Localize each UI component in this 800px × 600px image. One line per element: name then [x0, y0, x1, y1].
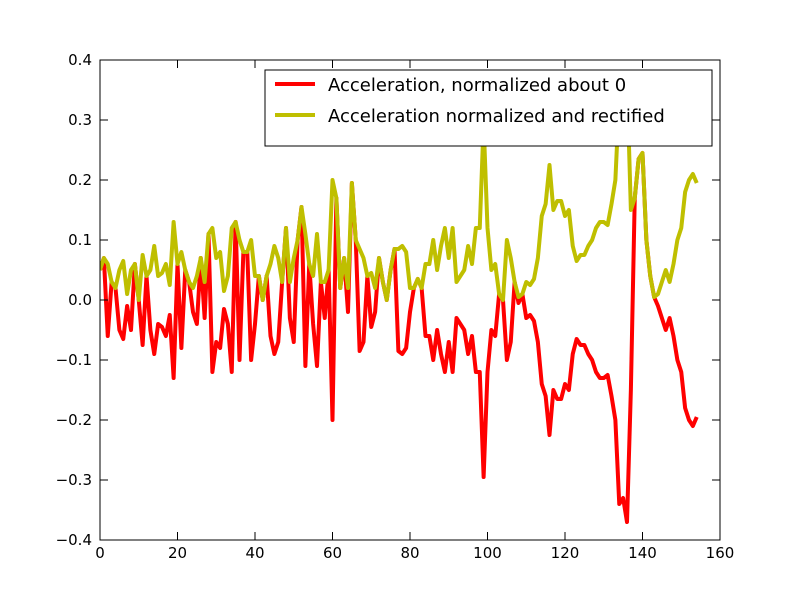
y-tick-label: 0.1 — [68, 231, 92, 249]
legend-label: Acceleration, normalized about 0 — [328, 75, 626, 96]
x-tick-label: 0 — [95, 544, 105, 562]
legend: Acceleration, normalized about 0 Accelera… — [264, 69, 713, 147]
x-tick-label: 40 — [245, 544, 264, 562]
x-tick-label: 120 — [551, 544, 580, 562]
x-tick-label: 20 — [168, 544, 187, 562]
y-tick-label: 0.3 — [68, 111, 92, 129]
y-tick-label: 0.2 — [68, 171, 92, 189]
x-tick-label: 80 — [400, 544, 419, 562]
x-tick-label: 60 — [323, 544, 342, 562]
legend-box — [264, 69, 713, 147]
y-tick-label: 0.0 — [68, 291, 92, 309]
x-tick-label: 140 — [628, 544, 657, 562]
legend-label: Acceleration normalized and rectified — [328, 106, 665, 127]
y-tick-label: −0.2 — [56, 411, 92, 429]
y-tick-label: −0.4 — [56, 531, 92, 549]
y-tick-label: −0.3 — [56, 471, 92, 489]
data-line — [100, 76, 699, 302]
data-line — [100, 151, 699, 524]
x-tick-label: 160 — [706, 544, 735, 562]
plot-area — [100, 76, 699, 524]
y-tick-label: 0.4 — [68, 51, 92, 69]
y-tick-label: −0.1 — [56, 351, 92, 369]
x-tick-label: 100 — [473, 544, 502, 562]
